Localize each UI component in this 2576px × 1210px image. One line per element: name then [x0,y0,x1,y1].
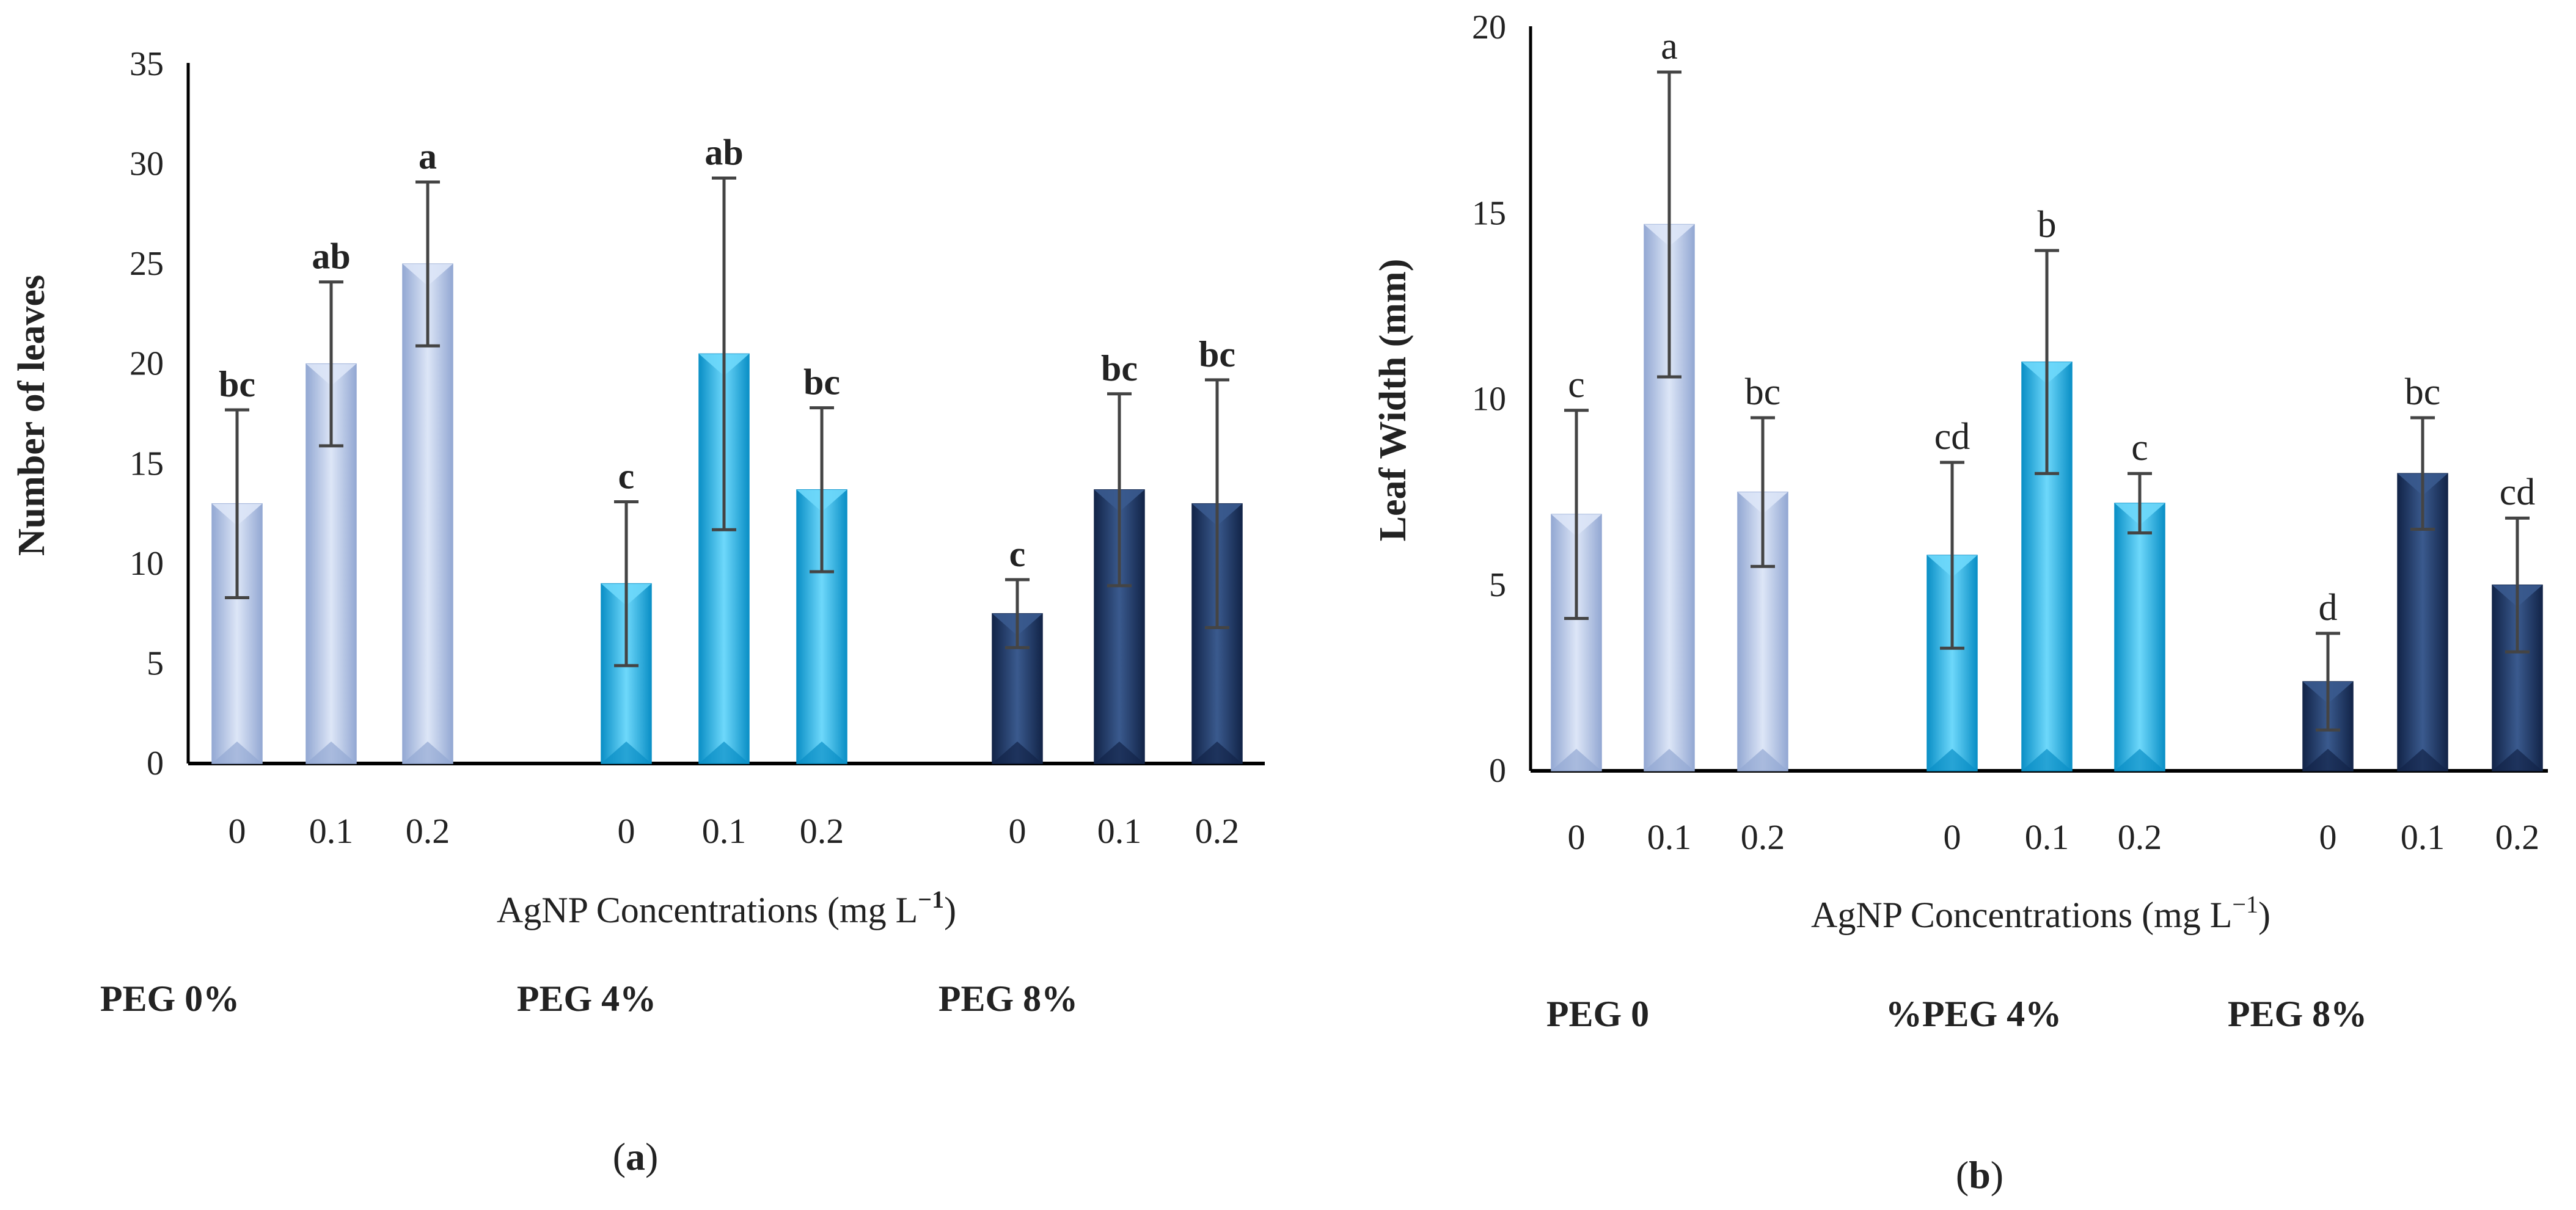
significance-letter: bc [1745,371,1781,413]
panel-label-close: ) [645,1135,658,1178]
y-tick-label: 5 [147,644,164,682]
y-tick-label: 20 [1472,9,1506,46]
x-axis-label-main: AgNP Concentrations (mg L [497,890,918,930]
bar-bevel-bottom [1644,749,1694,771]
x-axis-label-superscript: −1 [918,886,944,913]
significance-letter: bc [1101,348,1138,388]
bar-bevel-bottom [2303,749,2353,771]
x-category-label: 0.2 [1195,811,1240,851]
significance-letter: bc [803,362,840,403]
significance-letter: c [1568,364,1585,406]
x-category-label: 0.1 [1097,811,1142,851]
significance-letter: cd [2500,472,2536,513]
y-axis-label: Leaf Width (mm) [1372,259,1414,542]
bar-bevel-bottom [212,742,262,764]
bar-bevel-bottom [2022,749,2072,771]
x-axis-label-close: ) [2258,895,2270,935]
y-tick-label: 20 [130,345,164,383]
bar-bevel-bottom [601,742,651,764]
group-label: PEG 0 [1546,994,1649,1034]
y-tick-label: 25 [130,245,164,283]
significance-letter: ab [704,132,743,172]
x-category-label: 0.1 [309,811,354,851]
y-tick-label: 0 [1489,752,1506,790]
y-tick-label: 10 [130,545,164,583]
group-label: PEG 8% [939,979,1078,1019]
significance-letter: b [2038,204,2057,246]
significance-letter: c [618,456,635,496]
y-tick-label: 15 [130,445,164,483]
bar-bevel-bottom [1738,749,1788,771]
significance-letter: cd [1934,416,1970,457]
panel-label-open: ( [613,1135,626,1178]
y-tick-label: 0 [147,745,164,782]
y-tick-label: 5 [1489,566,1506,604]
bar-bevel-bottom [992,742,1042,764]
significance-letter: c [1009,534,1026,574]
x-category-label: 0.1 [2401,817,2445,857]
bar-bevel-bottom [1094,742,1144,764]
x-axis-label: AgNP Concentrations (mg L−1) [1811,891,2270,935]
bar-bevel-bottom [1551,749,1601,771]
significance-letter: a [1661,26,1678,67]
x-category-label: 0.1 [2025,817,2069,857]
bar-bevel-bottom [306,742,356,764]
panel-label-letter: a [626,1135,645,1178]
bar-bevel-bottom [2398,749,2448,771]
x-category-label: 0 [1009,811,1026,851]
x-category-label: 0.2 [2118,817,2162,857]
y-tick-label: 35 [130,45,164,83]
group-label: PEG 4% [517,979,656,1019]
x-category-label: 0.1 [1647,817,1692,857]
bar-bevel-bottom [797,742,847,764]
panel-label: (a) [613,1135,659,1178]
significance-letter: d [2319,587,2338,629]
group-label: %PEG 4% [1886,994,2062,1034]
significance-letter: c [2131,427,2148,468]
panel-label: (b) [1956,1153,2003,1197]
bar-bevel-bottom [699,742,749,764]
x-axis-label-close: ) [944,890,956,930]
y-axis-label: Number of leaves [11,275,53,556]
x-category-label: 0 [2319,817,2337,857]
significance-letter: ab [312,236,350,277]
x-category-label: 0 [1944,817,1961,857]
panel-label-letter: b [1969,1153,1991,1197]
panel-label-open: ( [1956,1153,1969,1197]
x-category-label: 0.2 [2495,817,2540,857]
bar-bevel-bottom [1927,749,1977,771]
x-axis-label-main: AgNP Concentrations (mg L [1811,895,2232,935]
y-tick-label: 30 [130,145,164,183]
panel-a: 0 5 10 15 20 25 30 35 Number of leaves bc 0 ab 0.1 a 0… [11,45,1265,1178]
x-category-label: 0.2 [800,811,844,851]
x-category-label: 0 [618,811,635,851]
significance-letter: bc [2405,371,2441,413]
x-category-label: 0 [229,811,246,851]
x-category-label: 0.1 [702,811,747,851]
x-category-label: 0.2 [1741,817,1785,857]
x-axis-label: AgNP Concentrations (mg L−1) [497,886,956,930]
panel-label-close: ) [1991,1153,2003,1197]
group-label: PEG 8% [2228,994,2367,1034]
bar-bevel-bottom [1192,742,1242,764]
x-axis-label-superscript: −1 [2232,891,2258,918]
bar-bevel-bottom [403,742,453,764]
group-label: PEG 0% [100,979,240,1019]
significance-letter: bc [219,364,255,404]
y-tick-label: 15 [1472,194,1506,232]
y-tick-label: 10 [1472,381,1506,418]
x-category-label: 0 [1568,817,1586,857]
significance-letter: a [419,136,437,177]
bar-bevel-bottom [2115,749,2165,771]
bar-bevel-bottom [2492,749,2542,771]
bar [2114,503,2165,771]
x-category-label: 0.2 [406,811,450,851]
significance-letter: bc [1199,334,1235,374]
